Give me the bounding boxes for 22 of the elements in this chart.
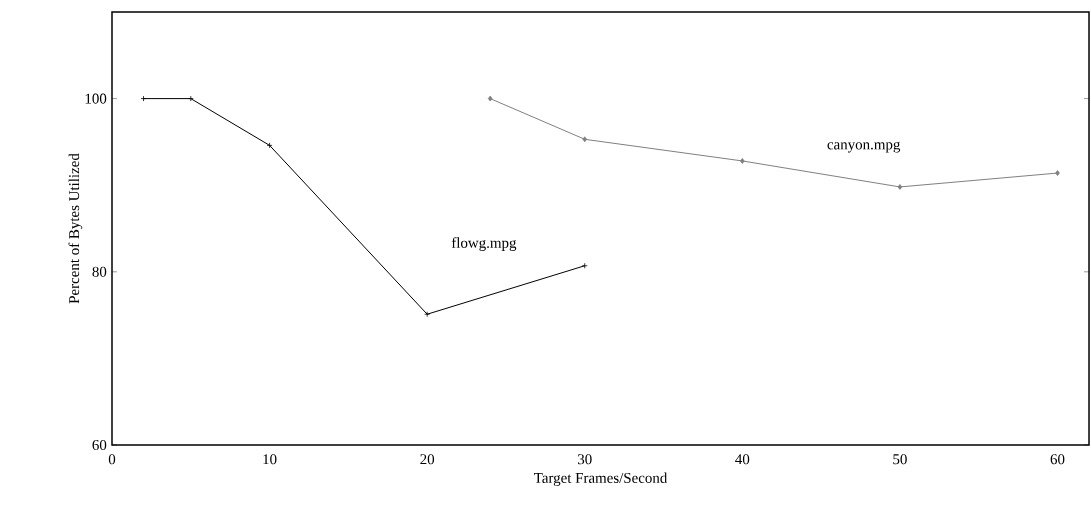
- y-tick-label: 60: [92, 439, 107, 451]
- x-tick-label: 50: [893, 454, 907, 465]
- x-tick-label: 40: [735, 454, 750, 465]
- x-tick-label: 10: [263, 454, 277, 465]
- x-tick-label: 0: [108, 454, 116, 465]
- point: [897, 184, 903, 190]
- point: [487, 95, 493, 102]
- point: [582, 136, 588, 143]
- y-tick-label: 100: [85, 93, 107, 104]
- y-axis-title: Percent of Bytes Utilized: [68, 153, 83, 304]
- point: [266, 142, 273, 149]
- point: [187, 95, 194, 102]
- x-tick-label: 20: [420, 454, 435, 465]
- x-tick-label: 30: [577, 454, 592, 465]
- x-tick-label: 60: [1050, 454, 1065, 465]
- point: [1055, 170, 1060, 176]
- text: flowg.mpg: [451, 237, 517, 251]
- point: [740, 158, 745, 164]
- point: [424, 311, 431, 318]
- series-label: canyon.mpg: [827, 141, 901, 153]
- y-tick-label: 80: [92, 266, 107, 277]
- x-axis-title: Target Frames/Second: [533, 472, 668, 487]
